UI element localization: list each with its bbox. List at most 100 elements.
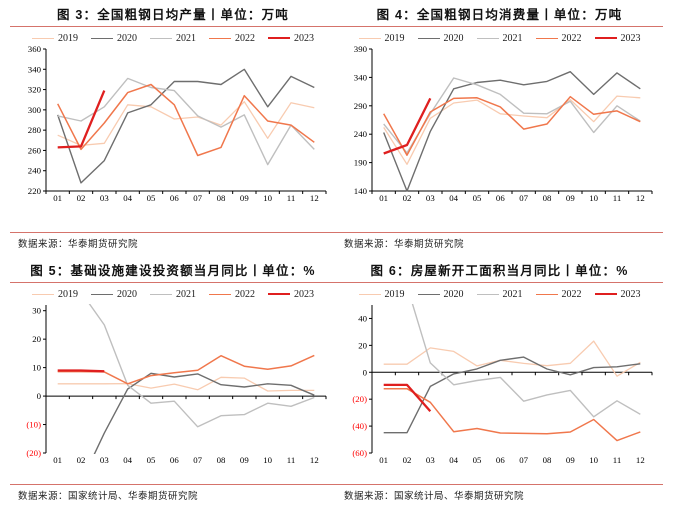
y-axis-tick-label: 360 <box>28 46 42 54</box>
legend-label: 2020 <box>443 288 464 300</box>
legend-item-2023: 2023 <box>594 288 641 300</box>
legend-item-2021: 2021 <box>476 32 523 44</box>
chart-title: 图 5：基础设施建设投资额当月同比丨单位：% <box>30 264 316 278</box>
chart-legend: 2019 2020 2021 2022 2023 <box>336 286 663 302</box>
legend-line-swatch <box>594 293 617 295</box>
y-axis-tick-label: (20) <box>352 394 367 404</box>
x-axis-tick-label: 04 <box>123 455 132 465</box>
y-axis-tick-label: 340 <box>354 72 368 82</box>
x-axis-tick-label: 09 <box>240 455 249 465</box>
x-axis-tick-label: 05 <box>473 455 482 465</box>
x-axis-tick-label: 01 <box>53 455 62 465</box>
x-axis-tick-label: 11 <box>287 455 295 465</box>
legend-item-2020: 2020 <box>91 289 137 300</box>
source-divider <box>10 484 336 485</box>
legend-label: 2022 <box>235 288 255 300</box>
y-axis-tick-label: 190 <box>354 158 368 168</box>
legend-line-swatch <box>268 37 290 39</box>
chart-legend: 2019 2020 2021 2022 2023 <box>10 286 336 302</box>
legend-line-swatch <box>417 293 440 295</box>
legend-item-2019: 2019 <box>32 33 78 44</box>
x-axis-tick-label: 02 <box>403 455 412 465</box>
x-axis-tick-label: 03 <box>426 455 435 465</box>
legend-line-swatch <box>358 37 381 39</box>
legend-label: 2023 <box>620 32 641 44</box>
x-axis-tick-label: 05 <box>147 193 156 203</box>
legend-item-2022: 2022 <box>209 33 255 44</box>
series-line-2019 <box>57 376 315 392</box>
legend-label: 2023 <box>620 288 641 300</box>
x-axis-tick-label: 01 <box>379 193 388 203</box>
x-axis-tick-label: 03 <box>100 193 109 203</box>
x-axis-tick-label: 08 <box>543 455 552 465</box>
x-axis-tick-label: 03 <box>426 193 435 203</box>
y-axis-tick-label: 240 <box>354 129 368 139</box>
spacer <box>10 204 336 232</box>
series-line-2020 <box>383 71 641 192</box>
legend-label: 2020 <box>117 32 137 44</box>
y-axis-tick-label: 290 <box>354 101 368 111</box>
legend-line-swatch <box>476 37 499 39</box>
legend-label: 2020 <box>117 288 137 300</box>
y-axis-tick-label: 20 <box>358 340 367 350</box>
legend-line-swatch <box>32 37 54 39</box>
x-axis-tick-label: 02 <box>77 455 86 465</box>
legend-item-2021: 2021 <box>150 33 196 44</box>
legend-line-swatch <box>476 293 499 295</box>
x-axis-tick-label: 07 <box>193 193 202 203</box>
y-axis-tick-label: 240 <box>28 166 42 176</box>
legend-item-2023: 2023 <box>594 32 641 44</box>
chart-legend: 2019 2020 2021 2022 2023 <box>336 30 663 46</box>
x-axis-tick-label: 04 <box>123 193 132 203</box>
x-axis-tick-label: 10 <box>263 455 272 465</box>
x-axis-tick-label: 01 <box>379 455 388 465</box>
x-axis-tick-label: 06 <box>496 455 505 465</box>
x-axis-tick-label: 08 <box>217 193 226 203</box>
line-chart: 220 240 260 280 300 320 340 360 01 02 03 04 05 06 07 08… <box>28 46 327 203</box>
source-note: 数据来源：华泰期货研究院 <box>344 239 465 250</box>
y-axis-tick-label: (10) <box>26 420 41 430</box>
x-axis-tick-label: 12 <box>636 455 645 465</box>
y-axis-tick-label: 220 <box>28 186 42 196</box>
legend-item-2021: 2021 <box>150 289 196 300</box>
x-axis-tick-label: 09 <box>240 193 249 203</box>
legend-line-swatch <box>535 293 558 295</box>
chart-title: 图 6：房屋新开工面积当月同比丨单位：% <box>370 264 629 278</box>
x-axis-tick-label: 04 <box>449 193 458 203</box>
legend-item-2022: 2022 <box>535 33 582 44</box>
figure-card-infrastructure-investment: 图 5：基础设施建设投资额当月同比丨单位：% 2019 2020 2021 2022 2… <box>10 262 336 502</box>
x-axis-tick-label: 07 <box>193 455 202 465</box>
series-line-2021 <box>57 77 315 166</box>
x-axis-tick-label: 10 <box>589 193 598 203</box>
source-note: 数据来源：国家统计局、华泰期货研究院 <box>18 491 199 502</box>
series-line-2021 <box>411 304 641 418</box>
x-axis-tick-label: 10 <box>263 193 272 203</box>
legend-label: 2022 <box>561 288 582 300</box>
legend-item-2023: 2023 <box>268 289 314 300</box>
source-divider <box>10 232 336 233</box>
legend-line-swatch <box>594 37 617 39</box>
y-axis-tick-label: 320 <box>28 85 42 95</box>
x-axis-tick-label: 01 <box>53 193 62 203</box>
legend-label: 2019 <box>58 32 78 44</box>
y-axis-tick-label: 40 <box>358 313 367 323</box>
series-line-2022 <box>57 83 315 157</box>
spacer <box>336 466 663 484</box>
x-axis-tick-label: 11 <box>613 455 621 465</box>
x-axis-tick-label: 08 <box>217 455 226 465</box>
legend-line-swatch <box>535 37 558 39</box>
legend-line-swatch <box>91 37 113 39</box>
legend-item-2020: 2020 <box>417 32 464 44</box>
spacer <box>336 204 663 232</box>
legend-item-2022: 2022 <box>209 289 255 300</box>
series-line-2019 <box>57 101 315 147</box>
legend-label: 2020 <box>443 32 464 44</box>
x-axis-tick-label: 12 <box>310 455 319 465</box>
legend-label: 2021 <box>502 32 523 44</box>
chart-title: 图 4：全国粗钢日均消费量丨单位：万吨 <box>376 8 623 22</box>
series-line-2023 <box>383 383 432 413</box>
y-axis-tick-label: 0 <box>37 391 42 401</box>
x-axis-tick-label: 07 <box>519 193 528 203</box>
legend-line-swatch <box>209 293 231 295</box>
